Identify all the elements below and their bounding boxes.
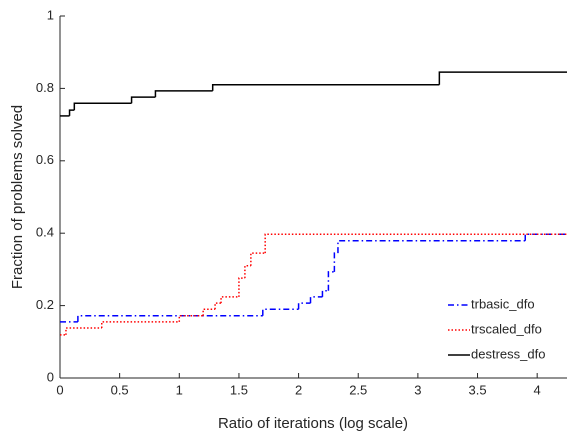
x-tick-label: 1 [176, 382, 183, 397]
step-segment [262, 308, 299, 316]
step-segment [264, 233, 567, 254]
x-tick-label: 1.5 [230, 382, 248, 397]
step-segment [244, 265, 251, 279]
x-tick-label: 3 [414, 382, 421, 397]
step-segment [309, 296, 323, 304]
step-segment [321, 290, 329, 297]
step-segment [154, 90, 213, 98]
y-axis-label: Fraction of problems solved [9, 105, 26, 289]
step-segment [250, 252, 266, 266]
step-segment [211, 84, 440, 91]
step-segment [438, 71, 567, 85]
step-segment [214, 302, 222, 310]
step-segment [202, 308, 216, 316]
x-tick-label: 0 [56, 382, 63, 397]
legend-label: trscaled_dfo [471, 321, 542, 336]
step-segment [220, 296, 239, 304]
step-segment [65, 327, 102, 335]
step-segment [297, 302, 311, 310]
y-tick-label: 0.2 [36, 297, 54, 312]
x-axis-label: Ratio of iterations (log scale) [218, 415, 408, 432]
legend-label: trbasic_dfo [471, 296, 535, 311]
step-segment [337, 240, 526, 254]
y-tick-label: 0.6 [36, 152, 54, 167]
x-tick-label: 3.5 [468, 382, 486, 397]
step-segment [73, 102, 132, 111]
y-tick-label: 0.4 [36, 225, 54, 240]
step-segment [178, 314, 204, 322]
step-segment [327, 271, 335, 291]
step-segment [77, 314, 263, 322]
x-tick-label: 4 [534, 382, 541, 397]
y-tick-label: 1 [47, 7, 54, 22]
step-segment [101, 321, 180, 329]
x-tick-label: 2.5 [349, 382, 367, 397]
legend-label: destress_dfo [471, 346, 545, 361]
step-segment [130, 96, 156, 104]
x-tick-label: 0.5 [111, 382, 129, 397]
step-segment [238, 277, 245, 297]
y-tick-label: 0 [47, 369, 54, 384]
step-segment [333, 252, 338, 272]
y-tick-label: 0.8 [36, 80, 54, 95]
x-tick-label: 2 [295, 382, 302, 397]
step-segment [68, 109, 75, 116]
step-segment [524, 233, 567, 241]
